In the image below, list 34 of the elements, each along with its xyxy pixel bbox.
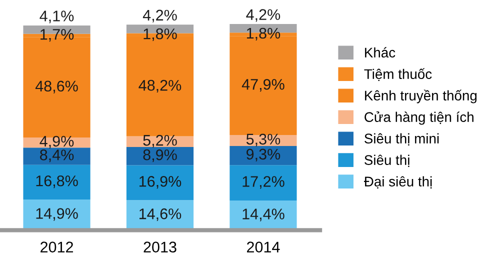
data-label: 9,3%: [246, 148, 280, 162]
data-label: 48,6%: [35, 80, 78, 94]
x-tick-label: 2012: [40, 242, 73, 252]
legend-label: Khác: [365, 47, 396, 58]
legend-label: Tiệm thuốc: [364, 68, 432, 81]
data-label: 14,4%: [242, 208, 284, 222]
bar: [126, 165, 194, 200]
legend-label: Cửa hàng tiện ích: [364, 111, 474, 125]
data-label: 47,9%: [242, 78, 284, 92]
bar: [126, 146, 194, 166]
data-label: 4,1%: [40, 10, 74, 24]
data-label: 14,9%: [36, 208, 78, 221]
bar: [230, 165, 297, 201]
data-label: 17,2%: [242, 176, 284, 189]
data-label: 5,3%: [246, 134, 280, 146]
legend-label: Đại siêu thị: [364, 176, 432, 188]
data-label: 16,9%: [140, 176, 182, 189]
bar: [230, 146, 297, 166]
data-label: 4,9%: [40, 136, 74, 148]
legend-label: Kênh truyền thống: [365, 90, 477, 104]
legend-label: Siêu thị mini: [364, 133, 439, 146]
data-label: 16,8%: [36, 175, 78, 188]
x-tick-label: 2014: [247, 242, 280, 252]
data-label: 14,6%: [140, 208, 182, 222]
x-tick-label: 2013: [144, 242, 176, 252]
data-label: 4,2%: [142, 10, 177, 22]
data-label: 5,2%: [143, 134, 177, 148]
data-label: 8,9%: [143, 149, 177, 162]
bar: [23, 164, 90, 200]
data-label: 4,2%: [246, 9, 280, 22]
bar: [23, 148, 90, 165]
data-label: 8,4%: [40, 150, 74, 162]
legend-label: Siêu thị: [364, 154, 410, 167]
data-label: 48,2%: [138, 80, 182, 93]
